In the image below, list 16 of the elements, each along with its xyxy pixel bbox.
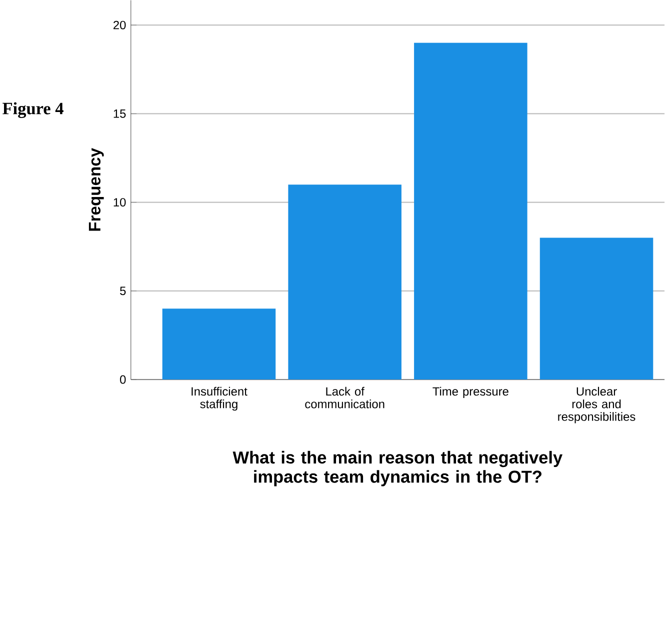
text: Figure 4 <box>2 102 64 118</box>
y-tick-label: 10 <box>114 198 126 207</box>
bar <box>162 308 276 380</box>
bar <box>288 184 402 380</box>
y-tick-label: 0 <box>120 376 126 384</box>
x-tick-label: Insufficient staffing <box>192 387 248 411</box>
x-tick-label: Time pressure <box>432 387 508 398</box>
bar <box>540 238 654 380</box>
x-tick-label: Lack of communication <box>305 387 384 409</box>
y-tick-label: 20 <box>114 21 126 30</box>
y-axis-title: Frequency <box>88 148 104 231</box>
x-tick-label: Unclear roles and responsibilities <box>558 387 636 424</box>
x-axis-title: What is the main reason that negatively impacts team dynamics in the OT? <box>232 451 562 486</box>
y-tick-label: 5 <box>120 286 126 296</box>
bar <box>414 43 528 380</box>
y-tick-label: 15 <box>114 110 126 118</box>
